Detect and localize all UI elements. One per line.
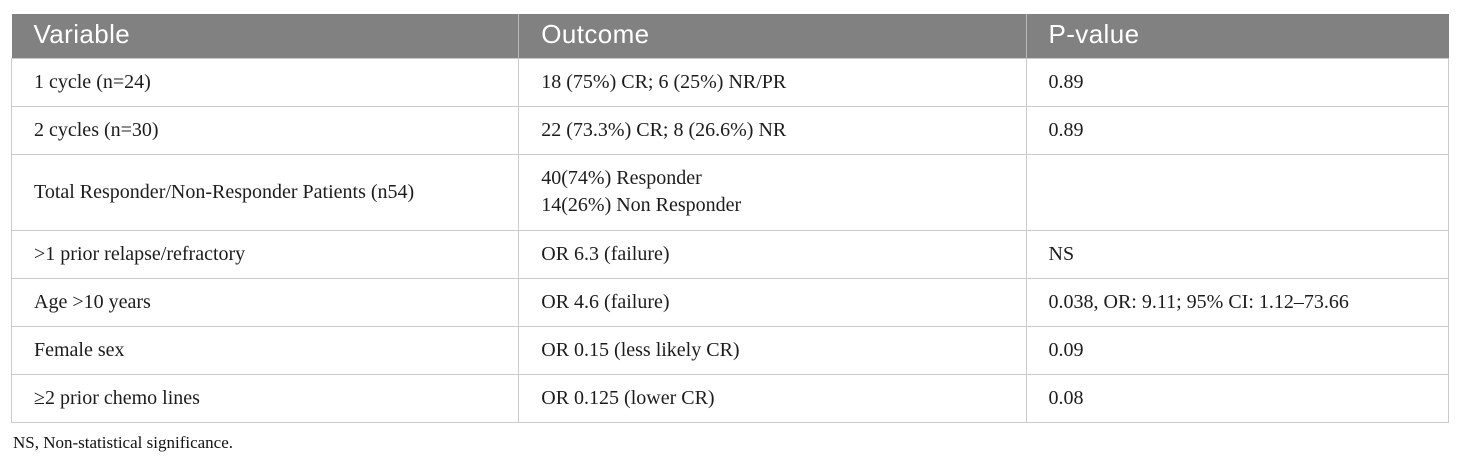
cell-outcome: OR 0.15 (less likely CR) (518, 325, 1027, 375)
cell-outcome: 18 (75%) CR; 6 (25%) NR/PR (518, 57, 1027, 107)
cell-pvalue: NS (1025, 229, 1449, 279)
outcome-line-2: 14(26%) Non Responder (541, 194, 742, 216)
cell-outcome: 22 (73.3%) CR; 8 (26.6%) NR (518, 105, 1027, 155)
cell-pvalue (1025, 153, 1449, 231)
table-body: 1 cycle (n=24) 18 (75%) CR; 6 (25%) NR/P… (10, 57, 1449, 423)
table-figure: Variable Outcome P-value 1 cycle (n=24) … (10, 14, 1449, 453)
cell-pvalue: 0.08 (1025, 373, 1449, 423)
header-row: Variable Outcome P-value (11, 14, 1449, 58)
table-row: Age >10 years OR 4.6 (failure) 0.038, OR… (10, 277, 1449, 327)
cell-pvalue: 0.09 (1025, 325, 1449, 375)
cell-pvalue: 0.89 (1025, 57, 1449, 107)
cell-pvalue: 0.89 (1025, 105, 1449, 155)
cell-variable: Total Responder/Non-Responder Patients (… (10, 153, 520, 231)
table-row: 1 cycle (n=24) 18 (75%) CR; 6 (25%) NR/P… (10, 57, 1449, 107)
cell-variable: ≥2 prior chemo lines (10, 373, 520, 423)
cell-variable: 2 cycles (n=30) (10, 105, 520, 155)
cell-pvalue: 0.038, OR: 9.11; 95% CI: 1.12–73.66 (1025, 277, 1449, 327)
column-header-outcome: Outcome (518, 14, 1026, 58)
table-header: Variable Outcome P-value (11, 14, 1449, 58)
column-header-pvalue: P-value (1025, 14, 1449, 58)
cell-outcome: OR 4.6 (failure) (518, 277, 1027, 327)
table-row: Female sex OR 0.15 (less likely CR) 0.09 (10, 325, 1449, 375)
cell-outcome: OR 0.125 (lower CR) (518, 373, 1027, 423)
outcome-line-1: 40(74%) Responder (541, 167, 702, 189)
table-footnote: NS, Non-statistical significance. (13, 432, 234, 452)
cell-outcome: OR 6.3 (failure) (518, 229, 1027, 279)
cell-variable: Age >10 years (10, 277, 520, 327)
results-table: Variable Outcome P-value 1 cycle (n=24) … (10, 14, 1449, 423)
cell-variable: >1 prior relapse/refractory (10, 229, 520, 279)
cell-variable: Female sex (10, 325, 520, 375)
column-header-variable: Variable (11, 14, 519, 58)
cell-outcome: 40(74%) Responder 14(26%) Non Responder (518, 153, 1027, 231)
table-row: ≥2 prior chemo lines OR 0.125 (lower CR)… (10, 373, 1449, 423)
table-row: >1 prior relapse/refractory OR 6.3 (fail… (10, 229, 1449, 279)
table-row: 2 cycles (n=30) 22 (73.3%) CR; 8 (26.6%)… (10, 105, 1449, 155)
cell-variable: 1 cycle (n=24) (10, 57, 520, 107)
table-row: Total Responder/Non-Responder Patients (… (10, 153, 1449, 231)
